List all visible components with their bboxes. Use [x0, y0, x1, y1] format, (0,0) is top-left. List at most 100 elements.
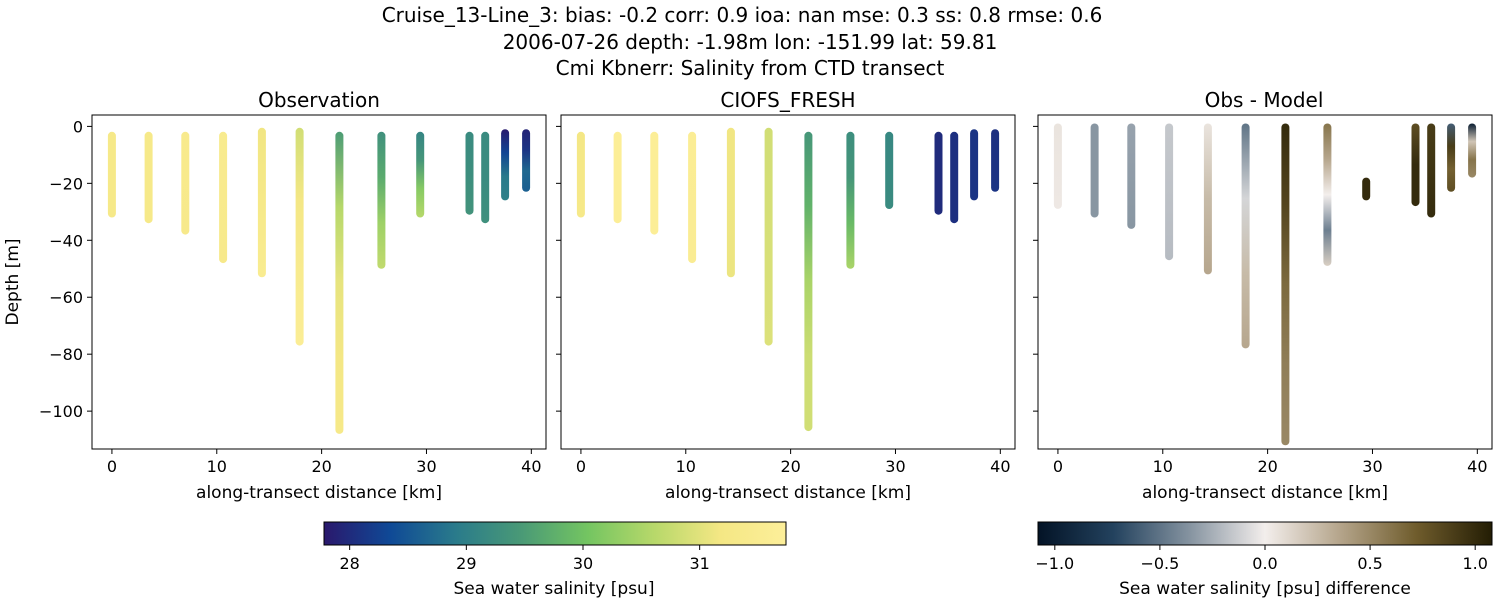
profile-mark — [1203, 123, 1212, 275]
x-axis-label: along-transect distance [km] — [1142, 483, 1388, 503]
x-axis-label: along-transect distance [km] — [196, 483, 442, 503]
colorbar-gradient — [1037, 521, 1493, 546]
figure-title-line-2: 2006-07-26 depth: -1.98m lon: -151.99 la… — [503, 30, 998, 54]
x-tick-label: 30 — [885, 457, 905, 476]
y-ticks: 0 −20 −40 −60 −80 −100 — [39, 117, 92, 421]
y-tick-label: −60 — [49, 288, 83, 307]
x-ticks: 0 10 20 30 40 — [107, 449, 542, 476]
colorbar-salinity: 28 29 30 31 Sea water salinity [psu] — [323, 521, 787, 599]
x-tick-label: 10 — [676, 457, 696, 476]
y-tick-label: −20 — [49, 174, 83, 193]
data-marks — [576, 127, 1000, 432]
plot-area — [92, 115, 546, 449]
x-tick-label: 30 — [1362, 457, 1382, 476]
y-axis-label: Depth [m] — [3, 238, 23, 325]
colorbar-tick-label: 30 — [573, 554, 593, 573]
y-tick-label: −100 — [39, 402, 83, 421]
profile-mark — [846, 131, 855, 269]
colorbar-label: Sea water salinity [psu] difference — [1119, 579, 1411, 599]
panel-difference: Obs - Model 0 10 20 30 40 along-transect dis… — [1033, 88, 1493, 503]
plot-area — [1038, 115, 1492, 449]
x-ticks: 0 10 20 30 40 — [1053, 449, 1488, 476]
axes-frame — [560, 114, 1016, 450]
x-axis-label: along-transect distance [km] — [665, 483, 911, 503]
x-tick-label: 30 — [416, 457, 436, 476]
x-tick-label: 40 — [521, 457, 541, 476]
profile-mark — [335, 131, 344, 434]
profile-mark — [1411, 123, 1420, 207]
y-tick-label: −40 — [49, 231, 83, 250]
y-tick-label: 0 — [73, 117, 83, 136]
profile-mark — [1281, 123, 1290, 446]
profile-mark — [416, 131, 425, 218]
x-tick-label: 0 — [107, 457, 117, 476]
profile-mark — [1127, 123, 1136, 229]
profile-mark — [1090, 123, 1099, 218]
plot-area — [561, 115, 1015, 449]
y-ticks — [556, 125, 561, 412]
profile-mark — [613, 131, 622, 224]
profile-mark — [144, 131, 153, 224]
profile-mark — [501, 129, 510, 201]
panel-observation: Observation 0 10 20 30 40 0−20−40−60−80−100 … — [3, 88, 547, 503]
profile-mark — [522, 129, 531, 192]
colorbar-tick-label: 0.0 — [1252, 554, 1277, 573]
data-marks — [1053, 123, 1477, 446]
profile-mark — [934, 131, 943, 215]
x-tick-label: 20 — [1257, 457, 1277, 476]
colorbar-tick-label: −0.5 — [1140, 554, 1179, 573]
profile-mark — [377, 131, 386, 269]
profile-mark — [1323, 123, 1332, 266]
profile-mark — [950, 131, 959, 224]
figure-title-line-3: Cmi Kbnerr: Salinity from CTD transect — [556, 56, 945, 80]
x-tick-label: 0 — [576, 457, 586, 476]
profile-mark — [219, 131, 228, 264]
profile-mark — [650, 131, 659, 235]
x-tick-label: 10 — [207, 457, 227, 476]
figure-title-line-1: Cruise_13-Line_3: bias: -0.2 corr: 0.9 i… — [382, 3, 1103, 27]
y-tick-label: −80 — [49, 345, 83, 364]
profile-mark — [107, 131, 116, 218]
profile-mark — [295, 127, 304, 346]
profile-mark — [1362, 177, 1371, 201]
colorbar-gradient — [323, 521, 787, 546]
x-tick-label: 20 — [311, 457, 331, 476]
colorbar-tick-label: 28 — [339, 554, 359, 573]
profile-mark — [465, 131, 474, 215]
profile-mark — [257, 127, 266, 278]
profile-mark — [1427, 123, 1436, 218]
profile-mark — [1241, 123, 1250, 349]
profile-mark — [688, 131, 697, 264]
axes-frame — [91, 114, 547, 450]
x-tick-label: 20 — [780, 457, 800, 476]
profile-mark — [764, 127, 773, 346]
colorbar-tick-label: 31 — [689, 554, 709, 573]
profile-mark — [1468, 123, 1477, 178]
x-ticks: 0 10 20 30 40 — [576, 449, 1011, 476]
profile-mark — [576, 131, 585, 218]
profile-mark — [991, 129, 1000, 192]
profile-mark — [1053, 123, 1062, 209]
colorbar-difference: −1.0 −0.5 0.0 0.5 1.0 Sea water salinity [ps… — [1035, 521, 1493, 599]
x-tick-label: 40 — [990, 457, 1010, 476]
y-ticks — [1033, 125, 1038, 412]
x-tick-label: 10 — [1153, 457, 1173, 476]
panel-model: CIOFS_FRESH 0 10 20 30 40 along-transect dis… — [556, 88, 1016, 503]
x-tick-label: 0 — [1053, 457, 1063, 476]
colorbar-ticks: −1.0 −0.5 0.0 0.5 1.0 — [1035, 545, 1488, 573]
colorbar-tick-label: 1.0 — [1462, 554, 1487, 573]
profile-mark — [804, 131, 813, 432]
colorbar-label: Sea water salinity [psu] — [454, 579, 655, 599]
colorbar-tick-label: −1.0 — [1035, 554, 1074, 573]
profile-mark — [726, 127, 735, 278]
x-tick-label: 40 — [1467, 457, 1487, 476]
profile-mark — [1447, 123, 1456, 192]
panel-title: Obs - Model — [1205, 88, 1324, 112]
panel-title: Observation — [258, 88, 380, 112]
panel-title: CIOFS_FRESH — [720, 88, 855, 112]
profile-mark — [1165, 123, 1174, 261]
profile-mark — [970, 129, 979, 201]
profile-mark — [481, 131, 490, 224]
colorbar-ticks: 28 29 30 31 — [339, 545, 710, 573]
